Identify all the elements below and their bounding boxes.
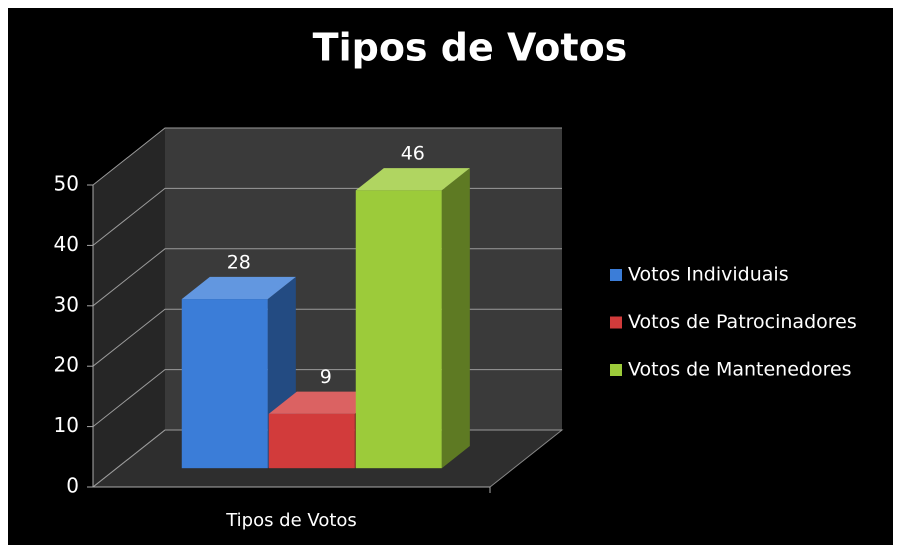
y-tick-label: 20 [54,353,79,377]
data-label: 9 [320,366,332,388]
y-tick-label: 10 [54,413,79,437]
bar-side [441,168,470,469]
bar-top [268,391,383,414]
y-tick-label: 30 [54,292,79,316]
legend-label: Votos de Patrocinadores [628,311,857,333]
legend-swatch [610,364,622,376]
bar [181,276,296,469]
legend-swatch [610,316,622,329]
bar-front [355,190,442,469]
x-tick-label: Tipos de Votos [225,510,357,531]
data-label: 28 [227,251,251,273]
bar-top [181,276,296,300]
legend-label: Votos de Mantenedores [628,359,852,381]
bar-front [268,413,355,469]
bar-front [181,299,268,469]
side-wall [93,128,165,487]
legend-swatch [610,269,622,281]
bar-top [355,168,470,191]
legend-label: Votos Individuais [628,264,789,286]
chart-title: Tipos de Votos [313,26,628,70]
y-tick-label: 50 [54,172,79,196]
grid-line [92,127,562,186]
y-tick-label: 0 [66,474,79,498]
y-tick-label: 40 [54,232,79,256]
bar [355,168,470,469]
data-label: 46 [401,143,425,165]
